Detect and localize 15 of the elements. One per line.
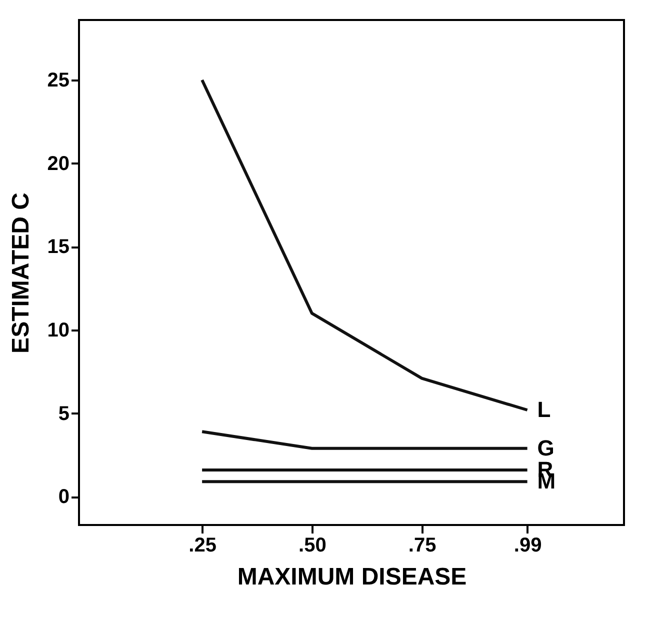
y-tick-label: 10 xyxy=(47,320,70,342)
x-axis-title: MAXIMUM DISEASE xyxy=(237,564,467,590)
x-tick-label: .25 xyxy=(188,534,216,556)
y-tick-label: 0 xyxy=(58,486,70,508)
line-series xyxy=(200,78,529,412)
y-tick-label: 25 xyxy=(47,70,70,92)
series-label: L xyxy=(537,397,551,422)
x-tick-label: .50 xyxy=(298,534,326,556)
x-tick-label: .99 xyxy=(514,534,542,556)
y-tick-label: 20 xyxy=(47,152,70,175)
y-tick-label: 15 xyxy=(47,236,70,258)
y-tick-label: 5 xyxy=(58,402,70,425)
x-tick-label: .75 xyxy=(408,534,436,556)
y-axis-title: ESTIMATED C xyxy=(7,192,34,354)
series-label: G xyxy=(537,435,554,460)
